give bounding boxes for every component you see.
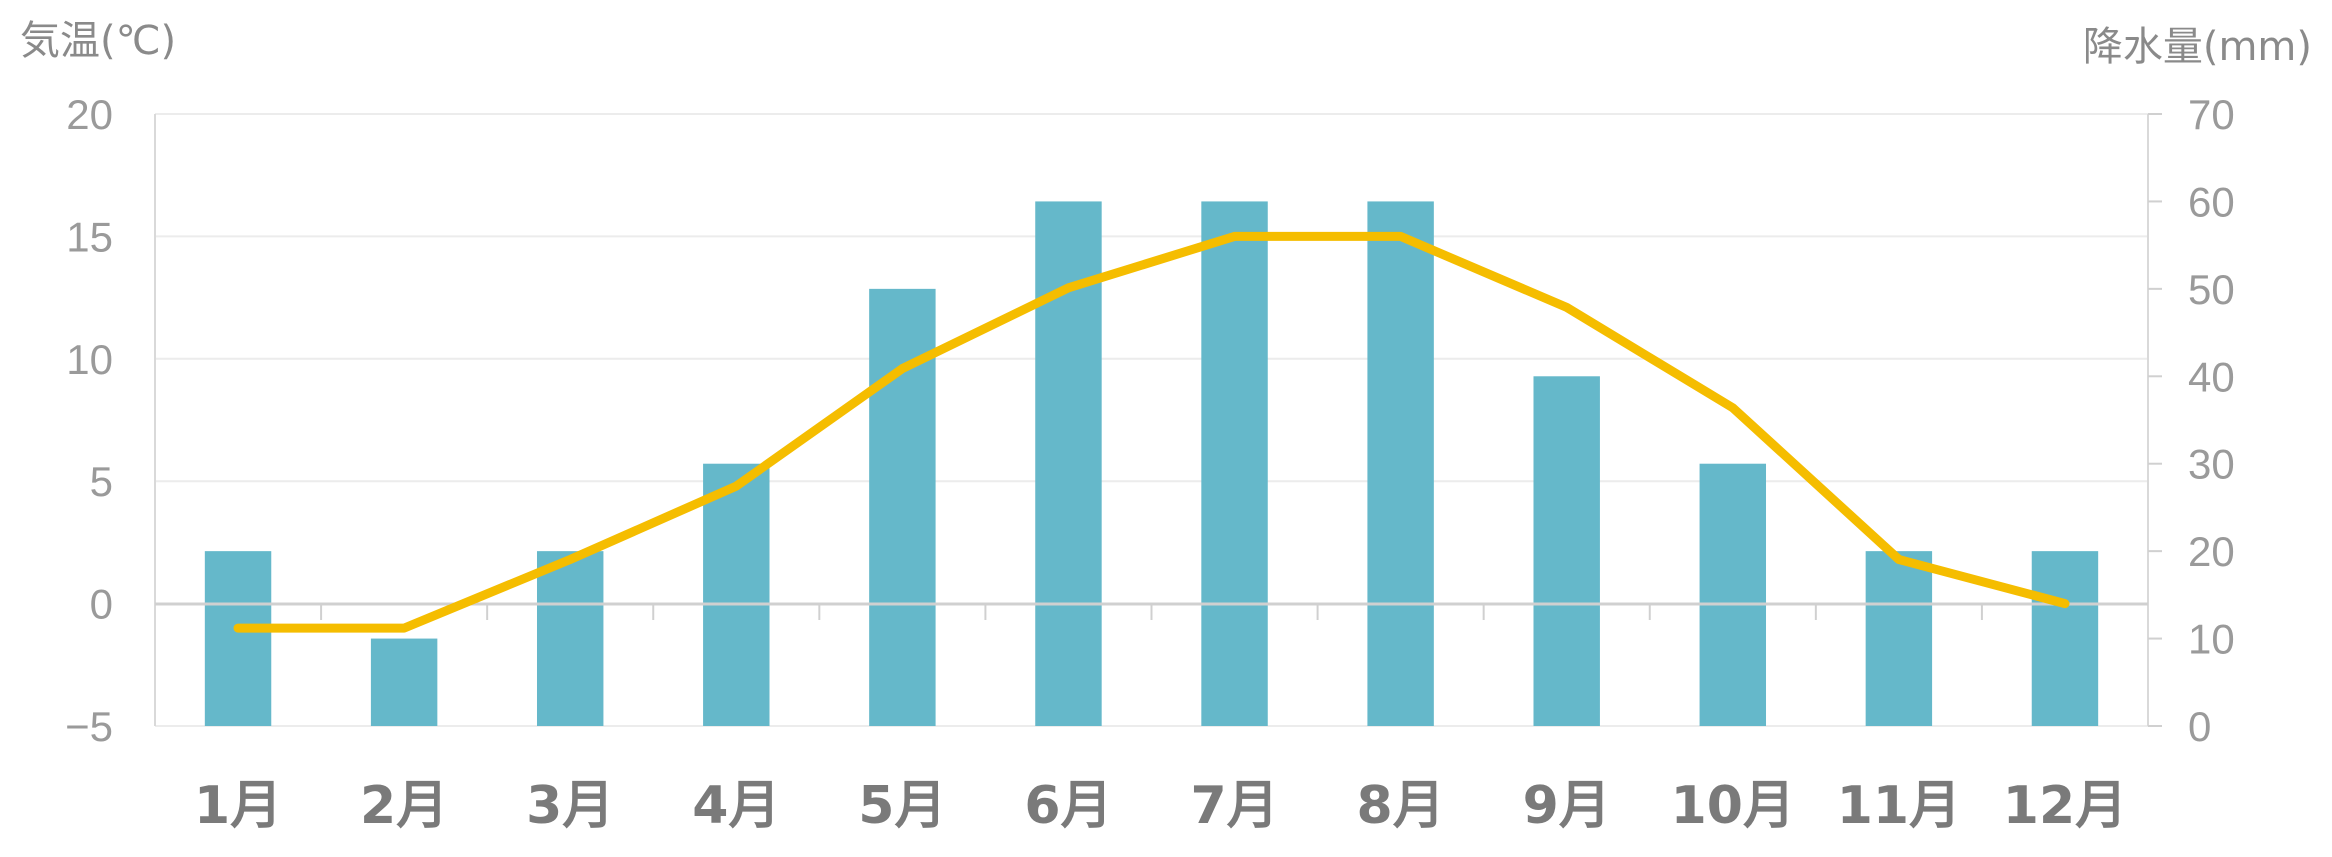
precipitation-bar: [370, 638, 438, 726]
left-tick-label: 5: [90, 458, 113, 505]
precipitation-bar: [1699, 463, 1767, 726]
month-label: 9月: [1523, 776, 1611, 836]
left-tick-label: 20: [66, 91, 113, 138]
right-tick-label: 40: [2188, 353, 2235, 400]
right-tick-label: 20: [2188, 528, 2235, 575]
axis-labels: 気温(℃) 降水量(mm) 20151050−57060504030201001…: [20, 18, 2312, 836]
precipitation-bar: [1201, 201, 1268, 726]
right-tick-label: 0: [2188, 703, 2211, 750]
month-label: 5月: [858, 776, 946, 836]
right-tick-label: 60: [2188, 178, 2235, 225]
month-label: 2月: [360, 776, 448, 836]
month-label: 10月: [1671, 776, 1795, 836]
precipitation-bar: [1533, 376, 1600, 726]
right-tick-label: 50: [2188, 266, 2235, 313]
month-label: 12月: [2003, 776, 2127, 836]
month-label: 7月: [1190, 776, 1278, 836]
precipitation-bar: [1865, 551, 1933, 726]
month-label: 4月: [692, 776, 780, 836]
gridlines: [155, 113, 2148, 727]
precipitation-bar: [536, 551, 604, 726]
temperature-line-series: [233, 231, 2070, 633]
right-tick-label: 10: [2188, 616, 2235, 663]
left-tick-label: 0: [90, 581, 113, 628]
month-label: 3月: [526, 776, 614, 836]
right-axis-title: 降水量(mm): [2083, 24, 2312, 70]
axes: [154, 113, 2162, 727]
precipitation-bars: [204, 201, 2099, 726]
right-tick-label: 70: [2188, 91, 2235, 138]
temperature-line: [233, 231, 2070, 633]
left-axis-title: 気温(℃): [20, 18, 176, 64]
month-label: 11月: [1837, 776, 1961, 836]
month-label: 8月: [1357, 776, 1445, 836]
month-label: 6月: [1024, 776, 1112, 836]
left-tick-label: −5: [65, 703, 113, 750]
left-tick-label: 10: [66, 336, 113, 383]
precipitation-bar: [1367, 201, 1434, 726]
right-tick-label: 30: [2188, 441, 2235, 488]
left-tick-label: 15: [66, 213, 113, 260]
precipitation-bar: [204, 551, 272, 726]
month-label: 1月: [194, 776, 282, 836]
precipitation-bar: [703, 463, 770, 726]
precipitation-bar: [2031, 551, 2099, 726]
